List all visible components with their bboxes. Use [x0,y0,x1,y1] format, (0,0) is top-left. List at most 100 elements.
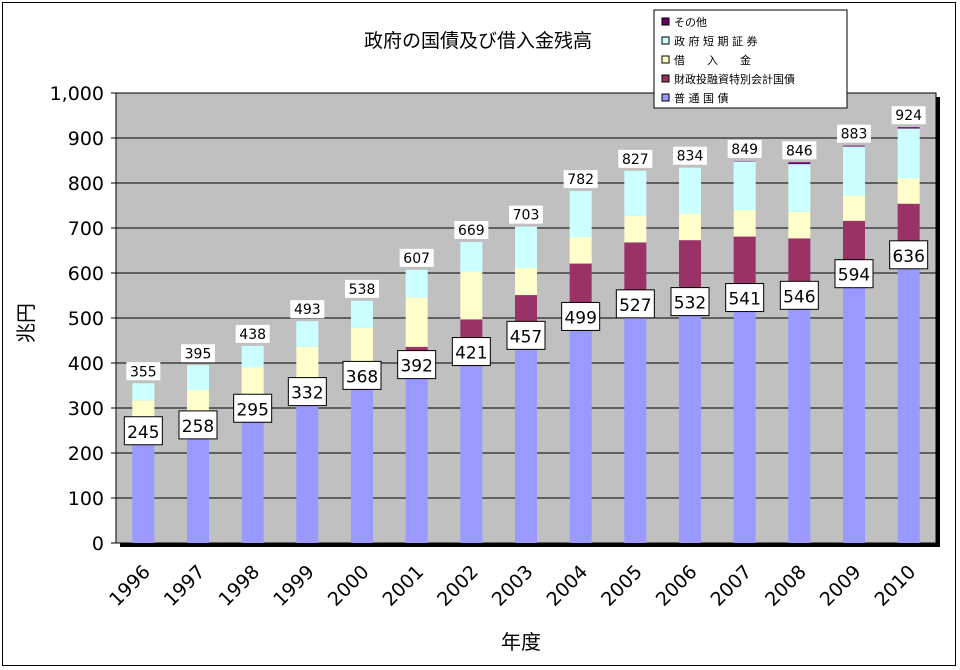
bar-segment-2001-s2 [405,297,428,347]
x-axis-title: 年度 [501,630,541,654]
base-value-label: 499 [564,308,596,328]
total-label-box [345,279,379,298]
base-label-box [123,416,163,446]
bar-segment-2008-s4 [788,162,811,165]
base-label-box [725,283,765,313]
total-value-label: 924 [895,108,922,124]
legend-swatch-3 [661,36,670,45]
total-value-label: 834 [677,149,704,165]
bar-segment-2000-s0 [351,377,373,543]
total-value-label: 669 [458,223,485,239]
base-label-box [506,320,546,350]
x-tick-label: 2000 [324,561,374,611]
y-axis-title: 兆円 [14,303,38,343]
base-label-box [834,259,874,289]
base-label-box [287,377,327,407]
base-value-label: 332 [291,384,323,404]
total-value-label: 782 [567,172,594,188]
bar-segment-2004-s0 [569,318,592,543]
total-label-box [126,362,161,381]
x-tick-label: 2009 [816,561,866,611]
y-tick-label: 100 [68,488,104,510]
y-tick-label: 700 [68,218,104,240]
x-tick-label: 2010 [870,561,920,611]
base-value-label: 421 [455,344,487,364]
base-value-label: 258 [182,417,214,437]
base-label-box [615,289,655,319]
base-value-label: 527 [619,296,651,316]
legend-box [653,9,848,109]
base-label-box [889,240,929,270]
bar-segment-2004-s2 [569,237,592,264]
total-label-box [782,141,817,160]
bar-segment-1999-s3 [296,321,319,347]
bar-segment-2010-s3 [897,128,920,179]
base-value-label: 541 [728,290,760,310]
total-value-label: 538 [349,282,376,298]
y-tick-label: 1,000 [50,83,104,105]
bar-segment-2005-s2 [624,215,647,243]
base-label-box [233,393,273,423]
bar-segment-2008-s2 [788,211,811,239]
bar-segment-1997-s0 [187,426,209,543]
bar-segment-1996-s0 [132,432,155,543]
x-tick-label: 1996 [105,561,155,611]
total-label-box [290,300,325,319]
bar-segment-2001-s3 [405,269,428,298]
x-tick-label: 1998 [214,561,264,611]
bar-segment-2006-s0 [679,303,701,543]
bar-segment-2007-s2 [733,210,756,237]
y-tick-label: 600 [68,263,104,285]
total-label-box [509,205,543,224]
base-label-box [670,287,710,317]
total-label-box [673,146,707,165]
legend-entry-label: 普 通 国 債 [674,91,729,105]
bar-segment-1996-s3 [132,383,155,401]
bar-segment-1997-s3 [187,365,209,390]
bar-segment-2009-s4 [843,145,865,147]
bar-segment-2010-s2 [897,178,920,204]
y-tick-label: 800 [68,173,104,195]
bar-segment-2006-s2 [679,213,701,241]
legend-entry-label: 借 入 金 [674,53,751,67]
legend-swatch-1 [661,74,670,83]
bar-segment-1998-s0 [241,410,264,543]
y-tick-label: 200 [68,443,104,465]
bar-segment-2001-s0 [405,366,428,543]
bar-segment-2008-s3 [788,164,811,212]
base-label-box [397,350,437,380]
total-value-label: 883 [841,127,868,143]
bar-segment-2009-s0 [843,275,865,543]
bar-segment-2010-s0 [897,256,920,543]
base-label-box [561,301,601,331]
legend-entry-label: その他 [674,16,707,29]
y-tick-label: 300 [68,398,104,420]
x-tick-label: 2007 [706,561,756,611]
chart-title: 政府の国債及び借入金残高 [364,30,592,52]
base-value-label: 392 [400,357,432,377]
total-value-label: 395 [185,346,212,362]
base-value-label: 546 [783,287,815,307]
total-label-box [891,106,926,125]
base-label-box [451,337,491,367]
bar-segment-1998-s3 [241,345,264,368]
x-tick-label: 2003 [488,561,538,611]
legend-entry-label: 政 府 短 期 証 券 [674,34,757,48]
total-value-label: 703 [513,208,540,224]
total-value-label: 438 [239,327,266,343]
bar-segment-2002-s3 [460,241,483,272]
total-value-label: 607 [403,251,430,267]
total-value-label: 493 [294,302,321,318]
bar-segment-2000-s3 [351,300,373,328]
base-value-label: 636 [892,247,924,267]
bar-segment-2009-s2 [843,195,865,221]
total-label-box [837,124,871,143]
total-label-box [181,344,215,363]
bar-segment-2005-s3 [624,170,647,216]
bar-segment-2009-s3 [843,146,865,196]
x-tick-label: 2006 [652,561,702,611]
total-value-label: 355 [130,364,157,380]
legend-swatch-2 [661,55,670,64]
